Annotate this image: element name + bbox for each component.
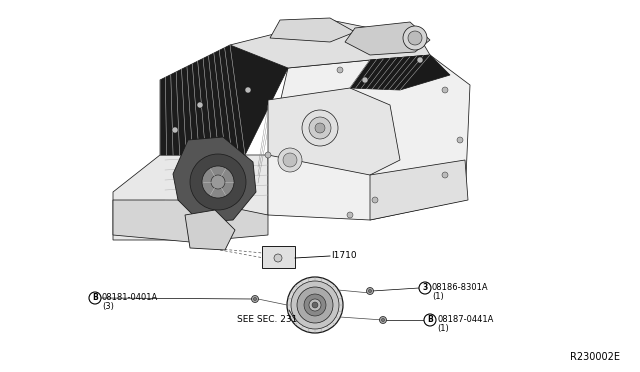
Polygon shape	[345, 22, 430, 55]
Circle shape	[202, 166, 234, 198]
Circle shape	[372, 197, 378, 203]
Polygon shape	[113, 155, 268, 240]
Text: 08187-0441A: 08187-0441A	[437, 314, 493, 324]
Polygon shape	[370, 160, 468, 220]
Circle shape	[403, 26, 427, 50]
Circle shape	[309, 117, 331, 139]
Circle shape	[245, 87, 251, 93]
Circle shape	[367, 288, 374, 295]
Circle shape	[408, 31, 422, 45]
Text: (1): (1)	[437, 324, 449, 333]
Text: (1): (1)	[432, 292, 444, 301]
Text: B: B	[92, 294, 98, 302]
Polygon shape	[270, 18, 355, 42]
Text: l1710: l1710	[331, 250, 356, 260]
Circle shape	[252, 295, 259, 302]
Polygon shape	[268, 88, 400, 175]
Text: SEE SEC. 231: SEE SEC. 231	[237, 315, 298, 324]
Circle shape	[442, 87, 448, 93]
FancyBboxPatch shape	[262, 246, 295, 268]
Circle shape	[424, 314, 436, 326]
Circle shape	[302, 110, 338, 146]
Circle shape	[419, 282, 431, 294]
Circle shape	[337, 67, 343, 73]
Circle shape	[274, 254, 282, 262]
Circle shape	[417, 57, 423, 63]
Circle shape	[197, 102, 203, 108]
Text: 08181-0401A: 08181-0401A	[102, 292, 158, 301]
Polygon shape	[185, 210, 235, 250]
Circle shape	[291, 281, 339, 329]
Circle shape	[211, 175, 225, 189]
Text: B: B	[427, 315, 433, 324]
Circle shape	[287, 277, 343, 333]
Circle shape	[369, 289, 371, 292]
Circle shape	[278, 148, 302, 172]
Circle shape	[347, 212, 353, 218]
Polygon shape	[173, 137, 256, 222]
Text: 08186-8301A: 08186-8301A	[432, 282, 488, 292]
Polygon shape	[268, 55, 470, 220]
Polygon shape	[350, 55, 450, 90]
Circle shape	[265, 152, 271, 158]
Circle shape	[312, 302, 318, 308]
Circle shape	[304, 294, 326, 316]
Circle shape	[190, 154, 246, 210]
Circle shape	[362, 77, 368, 83]
Text: R230002E: R230002E	[570, 352, 620, 362]
Text: (3): (3)	[102, 301, 114, 311]
Circle shape	[457, 137, 463, 143]
Circle shape	[381, 318, 385, 321]
Circle shape	[253, 298, 257, 301]
Circle shape	[172, 127, 178, 133]
Circle shape	[283, 153, 297, 167]
Circle shape	[89, 292, 101, 304]
Polygon shape	[113, 200, 268, 242]
Polygon shape	[160, 45, 288, 155]
Circle shape	[297, 287, 333, 323]
Circle shape	[315, 123, 325, 133]
Circle shape	[309, 299, 321, 311]
Circle shape	[380, 317, 387, 324]
Text: 3: 3	[422, 283, 428, 292]
Polygon shape	[230, 20, 430, 68]
Circle shape	[442, 172, 448, 178]
